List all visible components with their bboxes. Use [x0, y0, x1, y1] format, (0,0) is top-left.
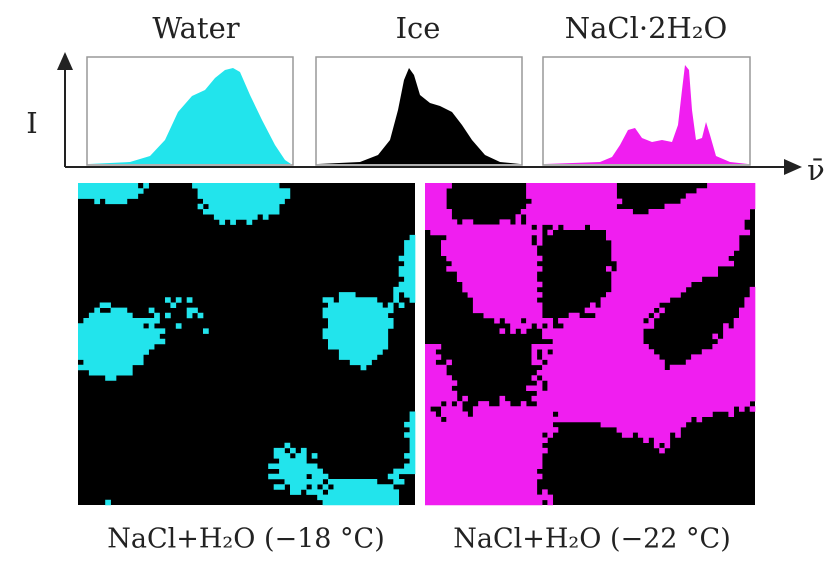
- x-axis-label: ν̄: [807, 153, 825, 187]
- map-label: NaCl+H₂O (−22 °C): [453, 524, 731, 555]
- panel-title: NaCl·2H₂O: [565, 11, 728, 45]
- panel-title: Water: [152, 11, 239, 45]
- figure: I ν̄ Water Ice NaCl·2H₂O NaCl+H₂O (−18 °…: [0, 0, 835, 561]
- y-axis-label: I: [26, 106, 37, 140]
- panel-title: Ice: [396, 11, 441, 45]
- map-label: NaCl+H₂O (−18 °C): [107, 524, 385, 555]
